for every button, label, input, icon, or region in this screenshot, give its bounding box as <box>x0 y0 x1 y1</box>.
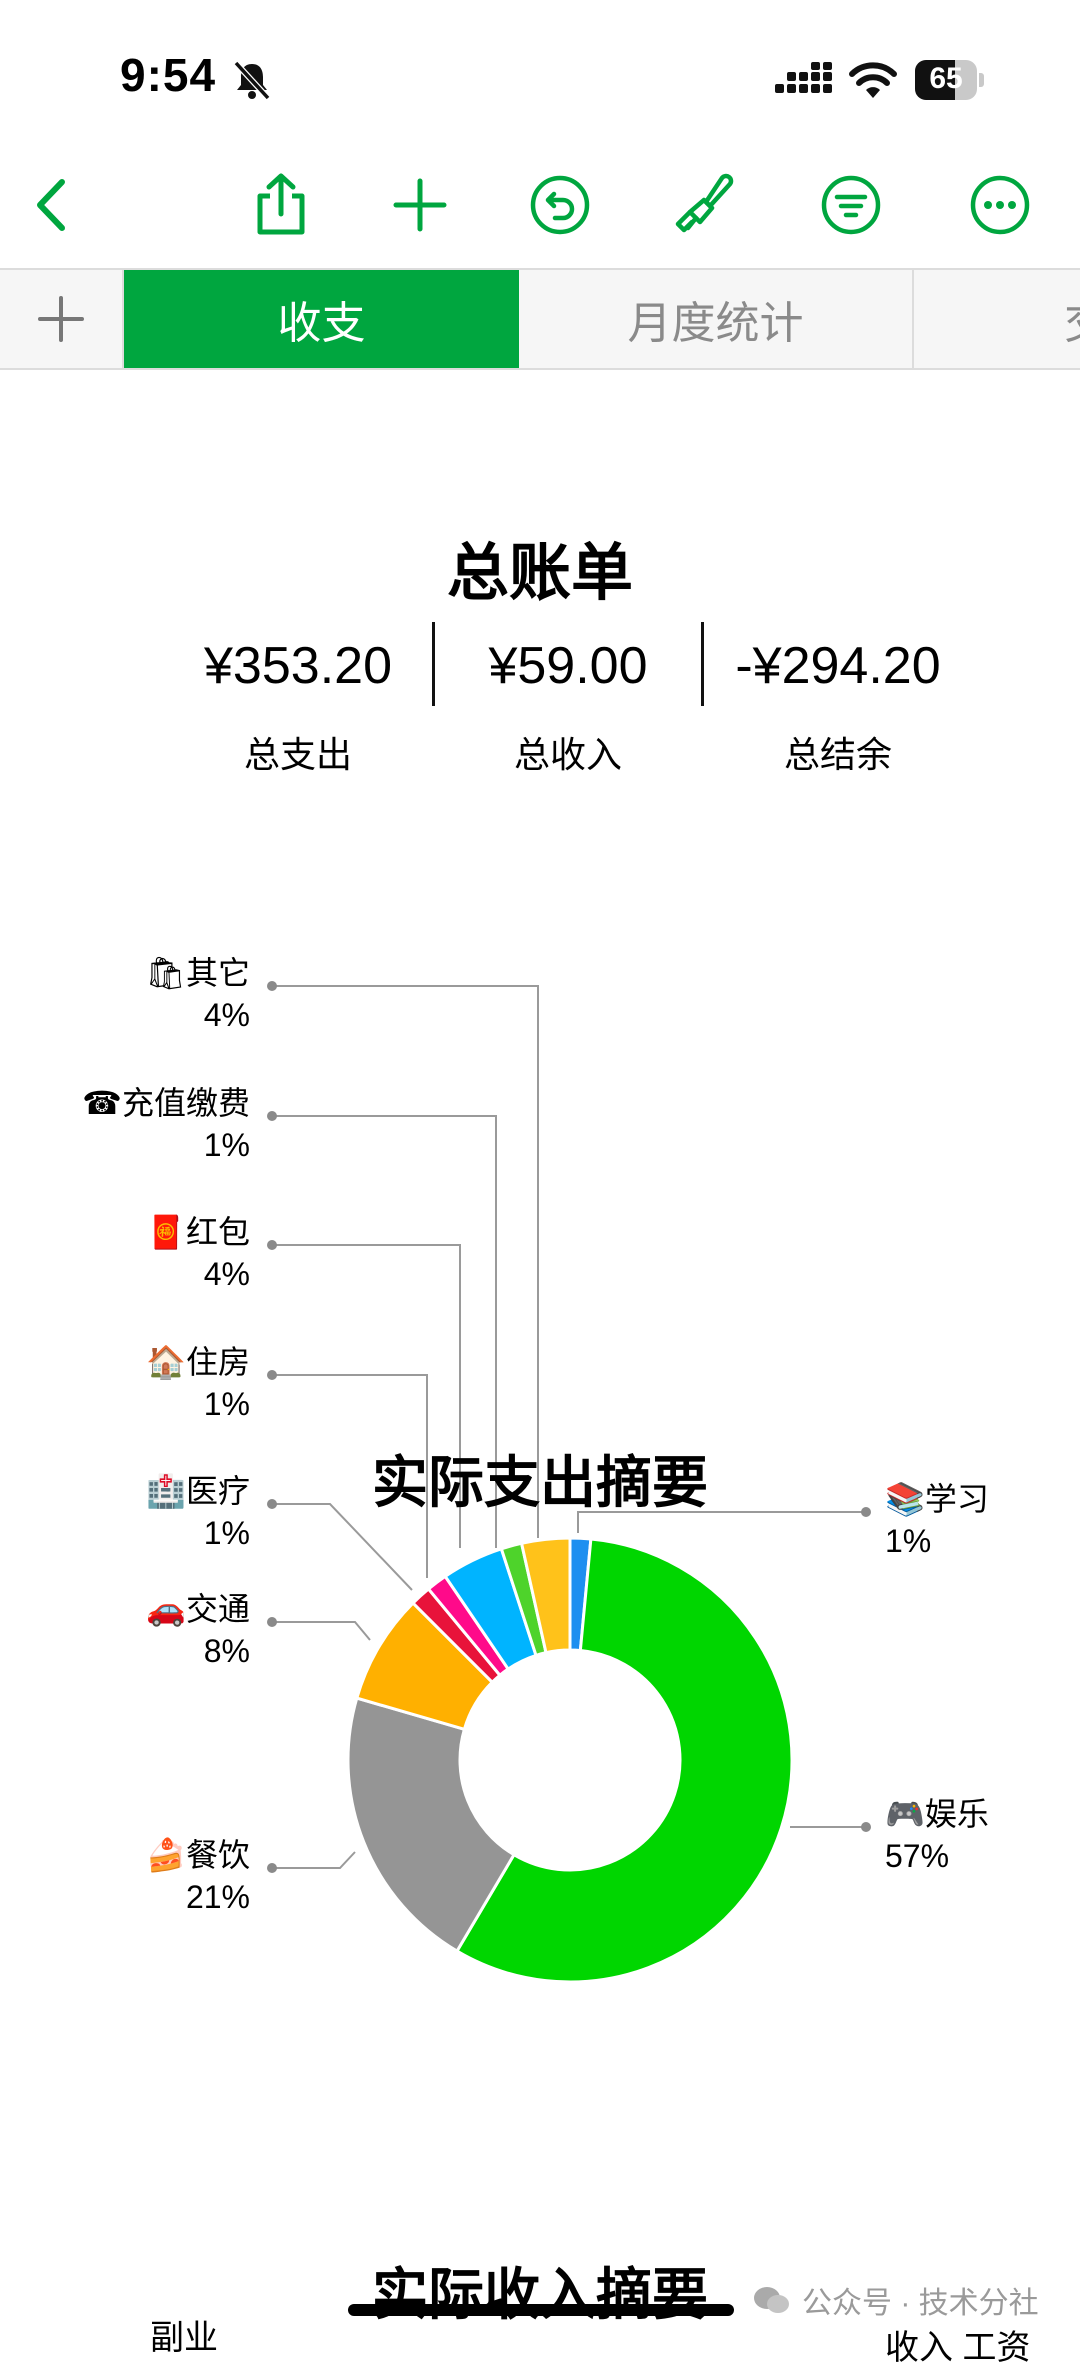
battery-indicator: 65 <box>915 60 985 100</box>
silent-bell-icon <box>230 58 274 102</box>
total-income-amount: ¥59.00 <box>488 637 648 695</box>
home-indicator <box>348 2304 734 2316</box>
donut-slice-3 <box>346 1696 517 1954</box>
total-income-label: 总收入 <box>513 734 622 775</box>
leader-line <box>272 1374 428 1578</box>
legend-item: 🎮娱乐 57% <box>885 1793 1080 1877</box>
legend-label: 餐饮 <box>185 1837 250 1873</box>
legend-item: 📚学习 1% <box>885 1478 1080 1562</box>
leader-dot <box>267 1370 277 1380</box>
chart-title: 实际支出摘要 <box>372 1451 708 1514</box>
legend-percent: 1% <box>203 1127 250 1163</box>
watermark-text: 公众号 · 技术分社 <box>802 2287 1039 2320</box>
total-expense-label: 总支出 <box>243 734 352 775</box>
leader-dot <box>861 1507 871 1517</box>
summary-title: 总账单 <box>446 539 633 608</box>
legend-item: 🚗交通 8% <box>0 1588 250 1672</box>
legend-label: 学习 <box>924 1481 989 1517</box>
plus-icon <box>38 296 84 342</box>
legend-item: 🏥医疗 1% <box>0 1470 250 1554</box>
battery-percent: 65 <box>929 62 963 95</box>
legend-percent: 21% <box>185 1879 250 1915</box>
legend-percent: 1% <box>885 1523 932 1559</box>
legend-label: 交通 <box>185 1591 250 1627</box>
add-icon[interactable] <box>387 172 453 238</box>
battery-fill <box>915 60 956 100</box>
tab-third[interactable]: 交 <box>914 270 1080 368</box>
leader-line <box>272 1115 497 1548</box>
share-icon[interactable] <box>248 172 314 238</box>
red-envelope-icon: 🧧 <box>146 1214 186 1250</box>
more-icon[interactable] <box>967 172 1033 238</box>
leader-line <box>272 985 539 1538</box>
leader-line <box>272 1621 371 1641</box>
sheet-tab-bar: 收支 月度统计 交 <box>0 268 1080 370</box>
undo-icon[interactable] <box>527 172 593 238</box>
tab-income-expense[interactable]: 收支 <box>124 270 519 368</box>
legend-label: 医疗 <box>185 1473 250 1509</box>
legend-item: ☎充值缴费 1% <box>0 1082 250 1166</box>
legend-percent: 4% <box>203 1256 250 1292</box>
shopping-bag-icon: 🛍 <box>145 955 186 991</box>
income-label-partial: 收入 工资 <box>885 2329 1031 2367</box>
legend-label: 住房 <box>185 1344 250 1380</box>
filter-icon[interactable] <box>818 172 884 238</box>
status-time: 9:54 <box>120 49 217 101</box>
tab-monthly-stats[interactable]: 月度统计 <box>519 270 914 368</box>
legend-item: 🧧红包 4% <box>0 1211 250 1295</box>
car-icon: 🚗 <box>146 1591 186 1627</box>
legend-percent: 1% <box>203 1386 250 1422</box>
add-sheet-button[interactable] <box>0 270 124 368</box>
legend-percent: 1% <box>203 1515 250 1551</box>
leader-dot <box>267 981 277 991</box>
legend-label: 其它 <box>185 955 250 991</box>
leader-dot <box>267 1863 277 1873</box>
total-balance-label: 总结余 <box>783 734 892 775</box>
format-brush-icon[interactable] <box>670 172 736 238</box>
income-label-partial: 副业 <box>150 2319 218 2357</box>
legend-item: 🍰餐饮 21% <box>0 1834 250 1918</box>
back-icon[interactable] <box>20 172 86 238</box>
donut-slice-2 <box>454 1537 794 1984</box>
total-balance-amount: -¥294.20 <box>735 637 941 695</box>
leader-dot <box>267 1499 277 1509</box>
donut-slice-9 <box>519 1536 572 1655</box>
watermark: 公众号 · 技术分社 <box>752 2278 1039 2322</box>
books-icon: 📚 <box>885 1481 925 1517</box>
telephone-icon: ☎ <box>82 1085 122 1121</box>
divider <box>701 622 704 706</box>
legend-label: 充值缴费 <box>121 1085 250 1121</box>
divider <box>432 622 435 706</box>
wifi-icon <box>848 58 898 102</box>
leader-dot <box>267 1240 277 1250</box>
legend-percent: 8% <box>203 1633 250 1669</box>
leader-line <box>272 1503 413 1591</box>
legend-label: 红包 <box>185 1214 250 1250</box>
legend-percent: 4% <box>203 997 250 1033</box>
leader-line <box>272 1244 461 1548</box>
house-icon: 🏠 <box>146 1344 186 1380</box>
hospital-icon: 🏥 <box>146 1473 186 1509</box>
legend-item: 🏠住房 1% <box>0 1341 250 1425</box>
legend-item: 🛍其它 4% <box>0 952 250 1036</box>
game-controller-icon: 🎮 <box>885 1796 925 1832</box>
leader-dot <box>267 1617 277 1627</box>
legend-label: 娱乐 <box>924 1796 989 1832</box>
cellular-signal-icon <box>775 62 833 102</box>
leader-dot <box>861 1822 871 1832</box>
cake-icon: 🍰 <box>146 1837 186 1873</box>
leader-line <box>577 1511 866 1533</box>
total-expense-amount: ¥353.20 <box>204 637 392 695</box>
leader-line <box>272 1851 356 1869</box>
legend-percent: 57% <box>885 1838 950 1874</box>
wechat-icon <box>754 2287 789 2313</box>
leader-dot <box>267 1111 277 1121</box>
